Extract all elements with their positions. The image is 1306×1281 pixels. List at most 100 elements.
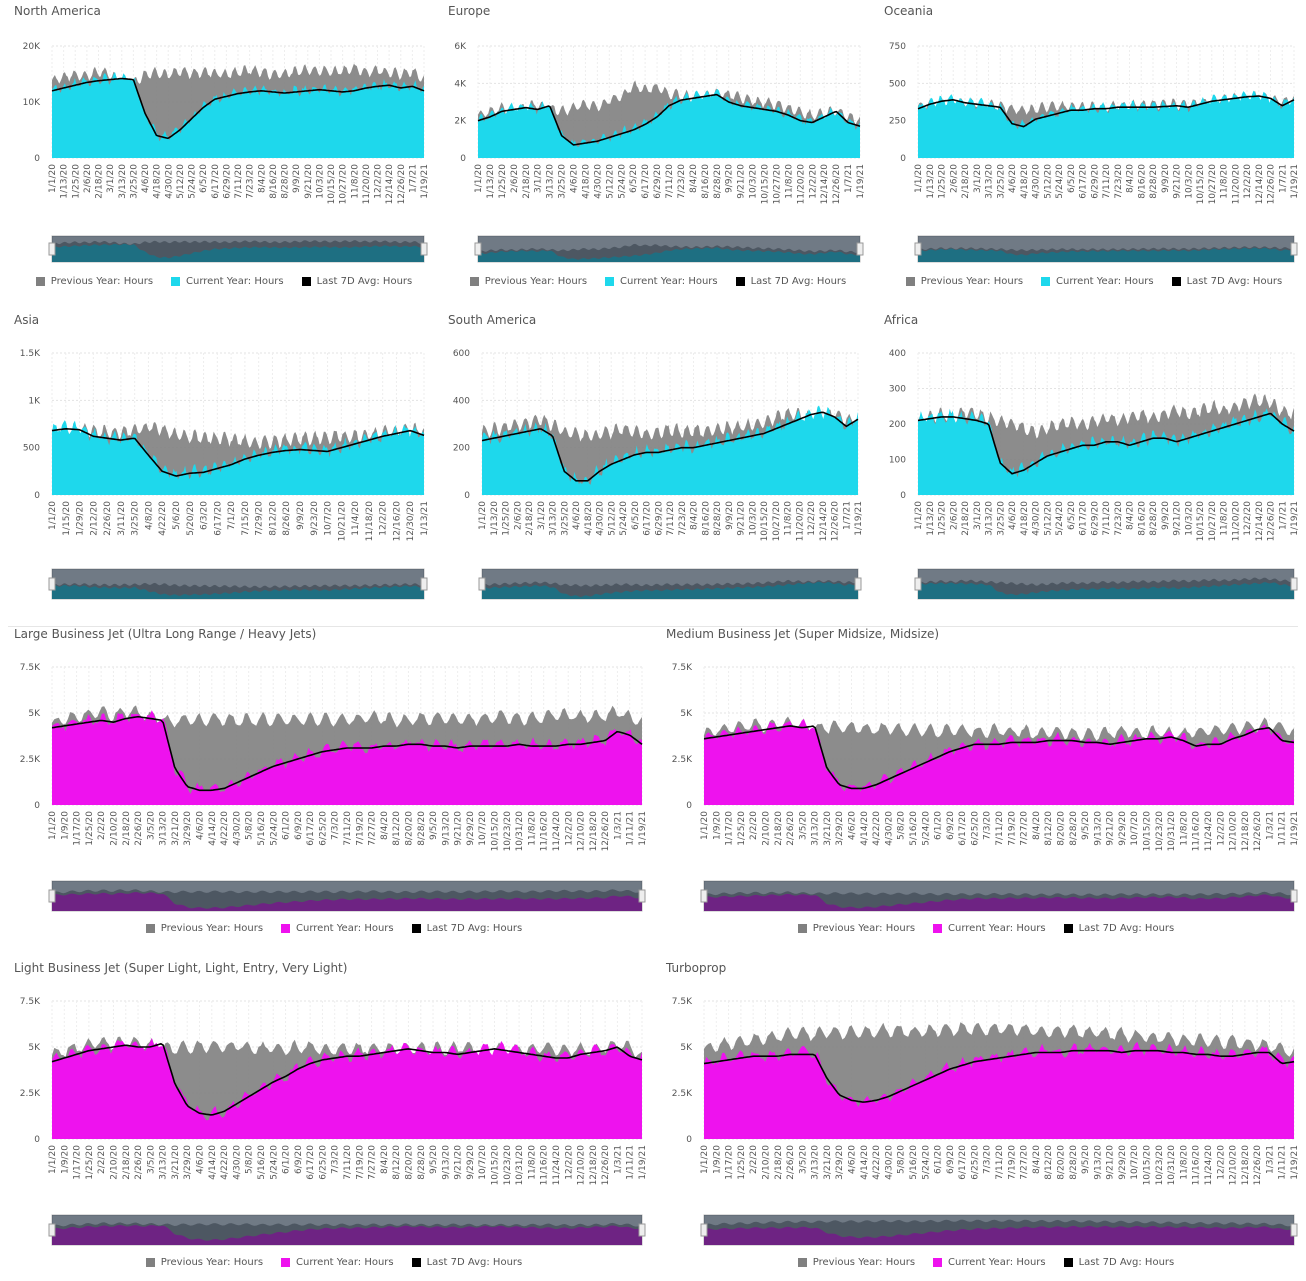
legend-last-7d-avg[interactable]: Last 7D Avg: Hours: [411, 1257, 523, 1268]
x-tick-label: 4/14/20: [208, 811, 218, 846]
x-tick-label: 1/11/21: [626, 1145, 636, 1180]
avg-line: [477, 93, 861, 146]
navigator-selection[interactable]: [704, 881, 1294, 911]
y-tick-label: 0: [460, 154, 466, 164]
legend-label: Current Year: Hours: [296, 923, 394, 934]
legend-previous-year[interactable]: Previous Year: Hours: [797, 1257, 915, 1268]
navigator-right-handle[interactable]: [638, 1223, 646, 1237]
x-tick-label: 6/25/20: [318, 811, 328, 846]
x-tick-label: 6/9/20: [946, 1145, 956, 1174]
x-tick-label: 3/1/20: [973, 501, 983, 530]
navigator-selection[interactable]: [918, 569, 1294, 599]
x-tick-label: 7/19/20: [1007, 811, 1017, 846]
legend-label: Last 7D Avg: Hours: [426, 1257, 523, 1268]
y-tick-label: 400: [453, 396, 470, 406]
x-tick-label: 10/31/20: [515, 811, 525, 852]
legend-previous-year[interactable]: Previous Year: Hours: [145, 1257, 263, 1268]
navigator-left-handle[interactable]: [914, 242, 922, 256]
navigator-left-handle[interactable]: [478, 577, 486, 591]
x-tick-label: 6/17/20: [211, 164, 221, 199]
x-tick-label: 2/26/20: [103, 501, 113, 536]
navigator-selection[interactable]: [52, 881, 642, 911]
navigator-right-handle[interactable]: [1290, 1223, 1298, 1237]
navigator-selection[interactable]: [478, 236, 860, 262]
current-year-area: [482, 405, 858, 495]
legend-previous-year[interactable]: Previous Year: Hours: [145, 923, 263, 934]
legend-current-year[interactable]: Current Year: Hours: [933, 1257, 1046, 1268]
x-tick-label: 4/6/20: [196, 1145, 206, 1174]
x-tick-label: 9/5/20: [429, 1145, 439, 1174]
legend-last-7d-avg[interactable]: Last 7D Avg: Hours: [411, 923, 522, 934]
navigator-left-handle[interactable]: [48, 889, 56, 903]
x-tick-label: 11/20/20: [362, 164, 372, 205]
navigator-left-handle[interactable]: [48, 1223, 56, 1237]
x-tick-label: 4/8/20: [144, 501, 154, 530]
x-tick-label: 12/14/20: [819, 501, 829, 542]
x-tick-label: 12/26/20: [601, 811, 611, 852]
x-tick-label: 3/13/20: [985, 164, 995, 199]
legend-current-year[interactable]: Current Year: Hours: [1041, 276, 1154, 287]
legend-last-7d-avg[interactable]: Last 7D Avg: Hours: [1063, 1257, 1174, 1268]
navigator-left-handle[interactable]: [914, 577, 922, 591]
x-tick-label: 4/18/20: [581, 164, 591, 199]
legend-last-7d-avg[interactable]: Last 7D Avg: Hours: [1063, 923, 1174, 934]
navigator-left-handle[interactable]: [48, 242, 56, 256]
x-tick-label: 6/29/20: [654, 501, 664, 536]
legend-current-year[interactable]: Current Year: Hours: [171, 276, 284, 287]
x-tick-label: 7/11/20: [1102, 164, 1112, 199]
navigator-right-handle[interactable]: [1290, 889, 1298, 903]
legend-swatch: [797, 1258, 807, 1267]
navigator-selection[interactable]: [704, 1215, 1294, 1245]
legend-current-year[interactable]: Current Year: Hours: [933, 923, 1046, 934]
navigator-right-handle[interactable]: [638, 889, 646, 903]
x-tick-label: 3/1/20: [973, 164, 983, 193]
x-tick-label: 7/27/20: [1020, 811, 1030, 846]
navigator-left-handle[interactable]: [474, 242, 482, 256]
legend-previous-year[interactable]: Previous Year: Hours: [469, 276, 587, 287]
x-tick-label: 1/25/20: [502, 501, 512, 536]
legend-current-year[interactable]: Current Year: Hours: [605, 276, 718, 287]
x-tick-label: 1/9/20: [712, 811, 722, 840]
legend-last-7d-avg[interactable]: Last 7D Avg: Hours: [1171, 276, 1282, 287]
navigator-right-handle[interactable]: [420, 242, 428, 256]
legend-previous-year[interactable]: Previous Year: Hours: [797, 923, 915, 934]
x-tick-label: 1/1/20: [478, 501, 488, 530]
x-tick-label: 1/29/20: [76, 501, 86, 536]
legend-previous-year[interactable]: Previous Year: Hours: [35, 276, 153, 287]
navigator-selection[interactable]: [482, 569, 858, 599]
y-tick-label: 2.5K: [20, 1089, 41, 1099]
legend-last-7d-avg[interactable]: Last 7D Avg: Hours: [735, 276, 846, 287]
x-tick-label: 1/11/21: [1278, 811, 1288, 846]
navigator-selection[interactable]: [52, 236, 424, 262]
legend-previous-year[interactable]: Previous Year: Hours: [905, 276, 1023, 287]
x-tick-label: 10/27/20: [772, 501, 782, 542]
navigator-selection[interactable]: [918, 236, 1294, 262]
navigator-left-handle[interactable]: [700, 1223, 708, 1237]
legend-current-year[interactable]: Current Year: Hours: [281, 923, 394, 934]
navigator-right-handle[interactable]: [1290, 242, 1298, 256]
x-tick-label: 3/13/20: [985, 501, 995, 536]
legend-current-year[interactable]: Current Year: Hours: [281, 1257, 394, 1268]
current-year-area: [52, 710, 642, 805]
navigator-left-handle[interactable]: [700, 889, 708, 903]
navigator-right-handle[interactable]: [1290, 577, 1298, 591]
navigator-right-handle[interactable]: [854, 577, 862, 591]
navigator-right-handle[interactable]: [420, 577, 428, 591]
navigator-right-handle[interactable]: [856, 242, 864, 256]
legend-label: Last 7D Avg: Hours: [316, 276, 413, 287]
y-tick-label: 7.5K: [672, 997, 693, 1007]
x-tick-label: 12/2/20: [1243, 501, 1253, 536]
navigator-left-handle[interactable]: [48, 577, 56, 591]
y-tick-label: 5K: [28, 1043, 41, 1053]
x-tick-label: 7/11/20: [666, 501, 676, 536]
x-tick-label: 4/6/20: [572, 501, 582, 530]
chart-panel: Medium Business Jet (Super Midsize, Mids…: [666, 627, 1306, 947]
legend-last-7d-avg[interactable]: Last 7D Avg: Hours: [301, 276, 413, 287]
navigator-selection[interactable]: [52, 1215, 642, 1245]
navigator-selection[interactable]: [52, 569, 424, 599]
x-tick-label: 7/11/20: [234, 164, 244, 199]
x-tick-label: 2/26/20: [134, 811, 144, 846]
